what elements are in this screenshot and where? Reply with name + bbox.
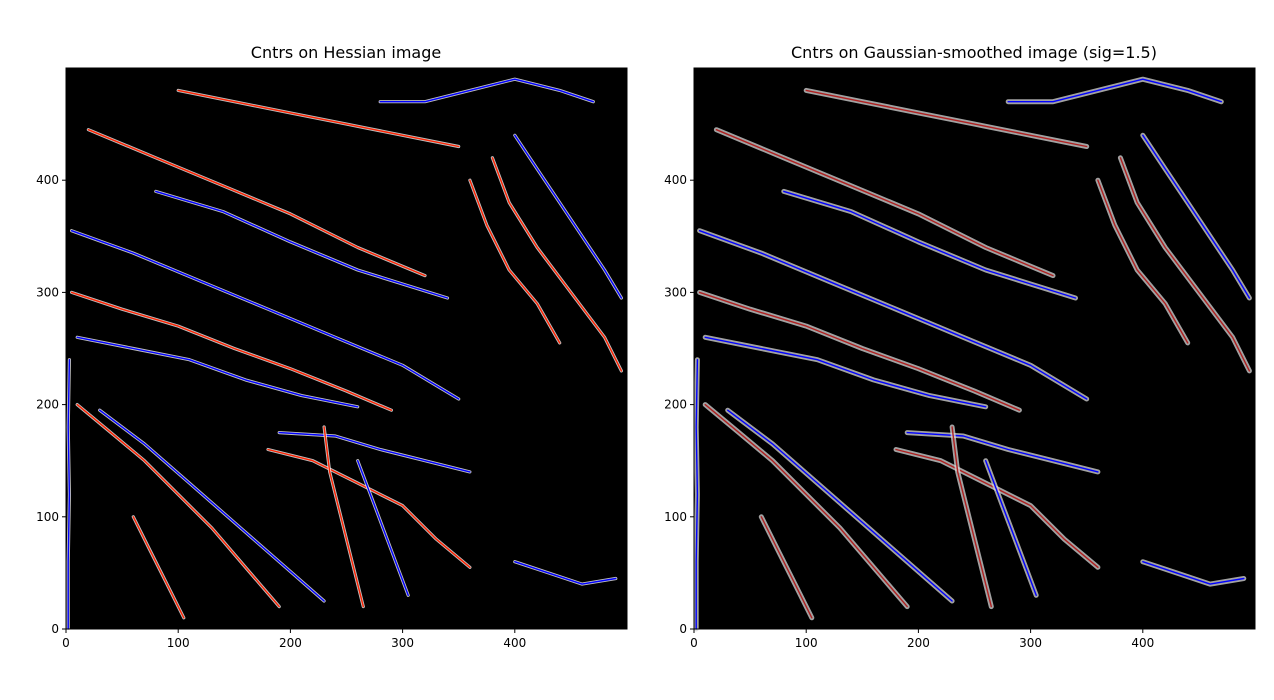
contour-line (895, 448, 1099, 568)
contour-line (323, 426, 364, 608)
contour-line (698, 230, 1088, 400)
contour-line (704, 336, 987, 408)
chart-title: Cntrs on Gaussian-smoothed image (sig=1.… (791, 43, 1157, 62)
contour-line (805, 89, 1088, 148)
contour-line (132, 516, 185, 619)
x-tick-label: 200 (907, 636, 930, 650)
contour-line (87, 129, 426, 277)
contour-line (695, 359, 699, 630)
contour-group (693, 76, 1252, 632)
contour-line (76, 403, 280, 608)
y-axis: 0 100 200 300 400 (36, 173, 66, 636)
x-tick-label: 400 (1131, 636, 1154, 650)
contour-line (1142, 134, 1251, 299)
hessian-panel: Cntrs on Hessian image 0 100 200 300 400 0 10… (36, 43, 628, 650)
y-tick-label: 300 (664, 285, 687, 299)
x-tick-label: 100 (795, 636, 818, 650)
contour-line (76, 336, 359, 408)
y-tick-label: 100 (664, 510, 687, 524)
x-axis: 0 100 200 300 400 (690, 629, 1154, 650)
x-tick-label: 300 (1019, 636, 1042, 650)
x-tick-label: 400 (503, 636, 526, 650)
contour-line (70, 291, 393, 411)
x-tick-label: 0 (690, 636, 698, 650)
x-tick-label: 300 (391, 636, 414, 650)
contour-line (267, 448, 471, 568)
contour-line (1007, 78, 1222, 103)
y-tick-label: 0 (679, 622, 687, 636)
contour-line (704, 403, 908, 608)
gaussian-panel: Cntrs on Gaussian-smoothed image (sig=1.… (664, 43, 1256, 650)
contour-line (155, 190, 449, 299)
contour-line (951, 426, 992, 608)
axes-frame (65, 67, 628, 630)
contour-line (514, 134, 623, 299)
x-tick-label: 0 (62, 636, 70, 650)
x-tick-label: 100 (167, 636, 190, 650)
contour-line (760, 516, 813, 619)
contour-line (469, 179, 561, 344)
x-tick-label: 200 (279, 636, 302, 650)
contour-group (66, 77, 623, 631)
axes-frame (693, 67, 1256, 630)
contour-line (1142, 561, 1245, 585)
contour-line (491, 157, 623, 372)
contour-line (357, 460, 409, 596)
y-tick-label: 200 (664, 398, 687, 412)
contour-line (278, 431, 471, 473)
contour-line (1097, 179, 1189, 344)
contour-line (177, 89, 460, 148)
contour-line (698, 291, 1021, 411)
y-tick-label: 200 (36, 398, 59, 412)
contour-line (1119, 157, 1251, 372)
y-tick-label: 100 (36, 510, 59, 524)
x-axis: 0 100 200 300 400 (62, 629, 526, 650)
y-tick-label: 300 (36, 285, 59, 299)
contour-line (715, 129, 1054, 277)
y-axis: 0 100 200 300 400 (664, 173, 694, 636)
contour-line (70, 230, 460, 400)
contour-line (906, 431, 1099, 473)
contour-line (727, 409, 953, 602)
contour-line (783, 190, 1077, 299)
y-tick-label: 400 (36, 173, 59, 187)
y-tick-label: 0 (51, 622, 59, 636)
contour-line (67, 359, 71, 630)
chart-title: Cntrs on Hessian image (251, 43, 441, 62)
contour-line (99, 409, 325, 602)
y-tick-label: 400 (664, 173, 687, 187)
contour-line (379, 78, 594, 103)
contour-line (514, 561, 617, 585)
contour-line (985, 460, 1037, 596)
